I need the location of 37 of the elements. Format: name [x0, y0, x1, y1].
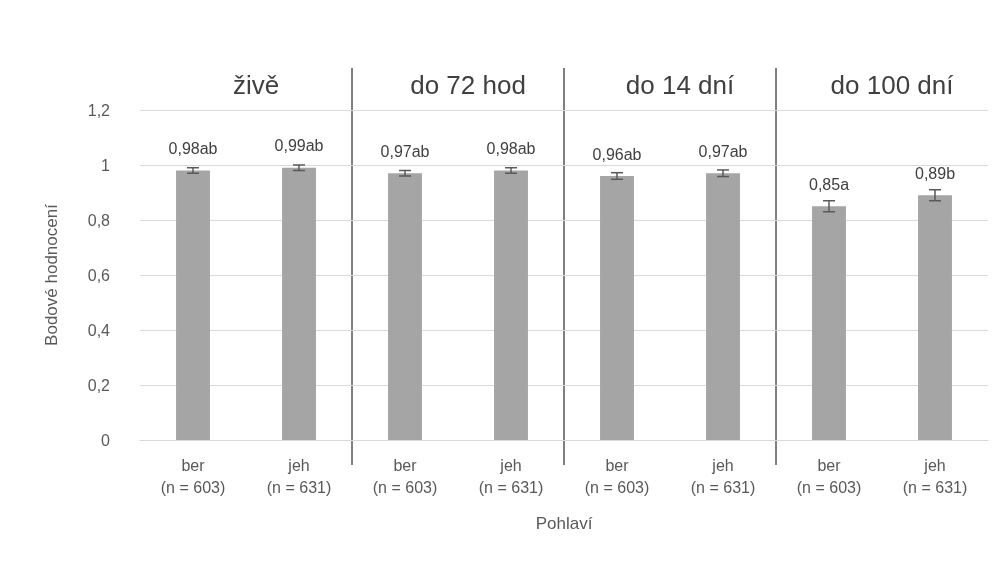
- bar: [282, 167, 316, 440]
- y-tick-label: 0,2: [87, 376, 111, 394]
- y-tick-label: 0,4: [87, 321, 111, 339]
- x-axis-title: Pohlaví: [535, 514, 593, 533]
- text: živě: [232, 70, 280, 100]
- y-tick-label: 1,2: [87, 101, 111, 119]
- text: do 14 dní: [625, 70, 735, 100]
- bar: [176, 170, 210, 440]
- data-label: 0,99ab: [274, 137, 324, 155]
- x-tick-label: ber (n = 603): [796, 456, 862, 496]
- x-tick-label: jeh (n = 631): [902, 456, 968, 496]
- data-label: 0,97ab: [698, 142, 748, 160]
- x-tick-label: jeh (n = 631): [690, 456, 756, 496]
- x-tick-label: jeh (n = 631): [478, 456, 544, 496]
- y-tick-label: 1: [101, 156, 111, 174]
- x-tick-label: ber (n = 603): [584, 456, 650, 496]
- y-tick-label: 0: [101, 431, 111, 449]
- data-label: 0,98ab: [168, 140, 218, 157]
- bar: [494, 170, 528, 440]
- x-tick-label: ber (n = 603): [372, 456, 438, 496]
- data-label: 0,85a: [808, 175, 850, 193]
- text: do 72 hod: [410, 70, 526, 100]
- x-tick-label: ber (n = 603): [160, 456, 226, 496]
- y-axis-title: Bodové hodnocení: [42, 203, 61, 346]
- x-tick-label: jeh (n = 631): [266, 456, 332, 496]
- bar: [918, 195, 952, 440]
- bar: [388, 173, 422, 440]
- data-label: 0,96ab: [592, 145, 642, 163]
- data-label: 0,89b: [914, 164, 956, 182]
- data-label: 0,97ab: [380, 142, 430, 160]
- text: do 100 dní: [830, 70, 955, 100]
- bar: [600, 176, 634, 440]
- bar: [812, 206, 846, 440]
- data-label: 0,98ab: [486, 140, 536, 157]
- y-tick-label: 0,6: [87, 266, 111, 284]
- bar: [706, 173, 740, 440]
- y-tick-label: 0,8: [87, 211, 111, 229]
